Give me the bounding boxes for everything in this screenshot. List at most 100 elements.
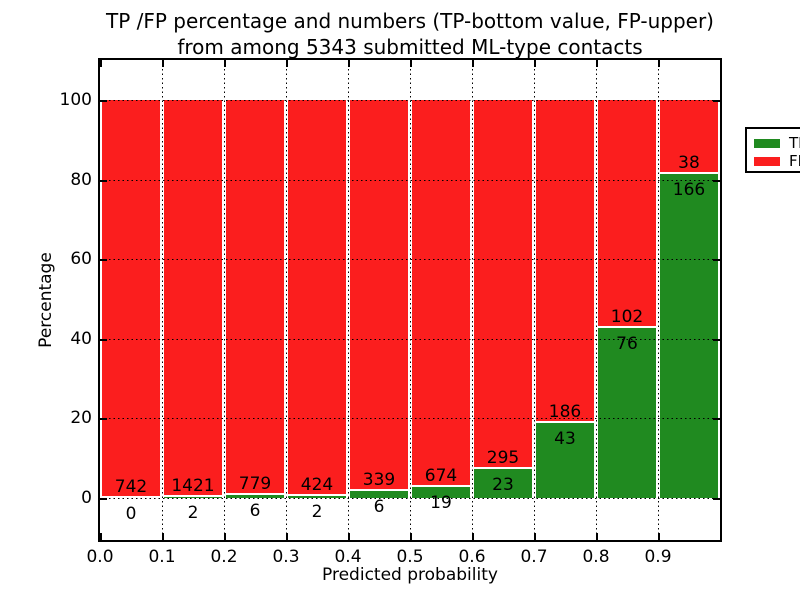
bar-segment-fp — [288, 100, 346, 497]
x-tickmark-top — [162, 60, 164, 67]
tp-count-label: 2 — [187, 503, 199, 524]
legend-swatch-tp — [754, 138, 780, 148]
fp-count-label: 102 — [610, 307, 644, 328]
y-tickmark-right — [713, 338, 720, 341]
bar-segment-tp — [660, 174, 718, 498]
bar-segment-tp — [288, 496, 346, 498]
vertical-gridline — [534, 60, 535, 540]
x-tick-label: 0.0 — [86, 547, 114, 567]
x-tickmark-top — [100, 60, 102, 67]
bar-segment-tp — [536, 423, 594, 498]
x-tickmark-bottom — [596, 533, 598, 540]
vertical-gridline — [658, 60, 659, 540]
fp-count-label: 339 — [362, 470, 396, 491]
bar-segment-fp — [350, 100, 408, 492]
x-tickmark-bottom — [162, 533, 164, 540]
y-axis-label: Percentage — [36, 252, 56, 348]
tp-count-label: 43 — [554, 429, 576, 450]
bar-segment-tp — [598, 328, 656, 498]
x-tick-label: 0.4 — [334, 547, 362, 567]
x-tickmark-bottom — [286, 533, 288, 540]
x-tick-label: 0.8 — [582, 547, 610, 567]
y-tickmark-left — [100, 179, 107, 182]
fp-count-label: 186 — [548, 402, 582, 423]
chart-title-line2: from among 5343 submitted ML-type contac… — [177, 35, 643, 59]
vertical-gridline — [224, 60, 225, 540]
x-tick-label: 0.2 — [210, 547, 238, 567]
fp-count-label: 38 — [678, 153, 700, 174]
bar-segment-fp — [164, 100, 222, 498]
tp-count-label: 166 — [672, 180, 706, 201]
y-tick-label: 20 — [70, 408, 92, 429]
gridlines-layer — [100, 60, 720, 540]
fp-count-label: 742 — [114, 477, 148, 497]
y-tickmark-right — [713, 179, 720, 182]
x-axis-label: Predicted probability — [322, 565, 498, 585]
tp-count-label: 6 — [249, 500, 261, 521]
bar-segment-tp — [474, 469, 532, 498]
x-tickmark-top — [596, 60, 598, 67]
bar-segment-fp — [536, 100, 594, 424]
tp-count-label: 0 — [125, 504, 137, 524]
x-tick-label: 0.9 — [644, 547, 672, 567]
fp-count-label: 295 — [486, 448, 520, 469]
x-tick-label: 0.5 — [396, 547, 424, 567]
bar-segment-fp — [474, 100, 532, 470]
y-tickmark-right — [713, 418, 720, 421]
y-tickmark-left — [100, 100, 107, 102]
fp-count-label: 1421 — [171, 476, 215, 497]
vertical-gridline — [410, 60, 411, 540]
vertical-gridline — [162, 60, 163, 540]
x-tickmark-bottom — [410, 533, 412, 540]
horizontal-gridline — [100, 418, 720, 420]
x-tick-label: 0.7 — [520, 547, 548, 567]
fp-count-label: 779 — [238, 473, 272, 494]
vertical-gridline — [348, 60, 349, 540]
tp-count-label: 6 — [373, 497, 385, 518]
legend-label-fp: FP — [789, 152, 800, 170]
bar-segment-fp — [598, 100, 656, 329]
legend-label-tp: TP — [789, 134, 800, 152]
y-tick-label: 100 — [59, 90, 92, 110]
bar-segment-fp — [102, 100, 160, 498]
x-tickmark-bottom — [472, 533, 474, 540]
legend-row-tp: TP — [747, 134, 800, 152]
vertical-gridline — [596, 60, 597, 540]
y-tick-label: 80 — [70, 169, 92, 190]
y-tickmark-left — [100, 498, 107, 500]
tickmarks-layer — [100, 60, 720, 540]
x-tickmark-bottom — [100, 533, 102, 540]
x-tick-label: 0.6 — [458, 547, 486, 567]
y-tickmark-right — [713, 259, 720, 262]
tp-count-label: 2 — [311, 502, 323, 523]
horizontal-gridline — [100, 179, 720, 181]
x-tick-label: 0.1 — [148, 547, 176, 567]
legend-box: TP FP — [745, 127, 800, 173]
plot-area: 742 0 1421 2 779 6 424 2 339 6 674 19 295 23 186 43 102 7… — [98, 58, 800, 542]
y-tickmark-right — [713, 498, 720, 500]
x-tick-label: 0.3 — [272, 547, 300, 567]
x-tickmark-top — [348, 60, 350, 67]
horizontal-gridline — [100, 100, 720, 101]
horizontal-gridline — [100, 338, 720, 340]
y-tickmark-left — [100, 338, 107, 341]
horizontal-gridline — [100, 498, 720, 499]
y-tick-label: 60 — [70, 249, 92, 270]
fp-count-label: 674 — [424, 466, 458, 487]
x-tickmark-bottom — [534, 533, 536, 540]
bar-segment-fp — [660, 100, 718, 175]
bar-segment-tp — [226, 494, 284, 498]
x-tickmark-top — [534, 60, 536, 67]
bar-segment-fp — [412, 100, 470, 488]
chart-title: TP /FP percentage and numbers (TP-bottom… — [98, 8, 722, 60]
tp-count-label: 23 — [492, 475, 514, 496]
bar-segment-tp — [164, 497, 222, 498]
fp-count-label: 424 — [300, 475, 334, 496]
x-tickmark-bottom — [658, 533, 660, 540]
x-tickmark-top — [224, 60, 226, 67]
tp-count-label: 76 — [616, 334, 638, 355]
y-tick-label: 40 — [70, 328, 92, 349]
bar-segment-tp — [412, 487, 470, 498]
vertical-gridline — [286, 60, 287, 540]
